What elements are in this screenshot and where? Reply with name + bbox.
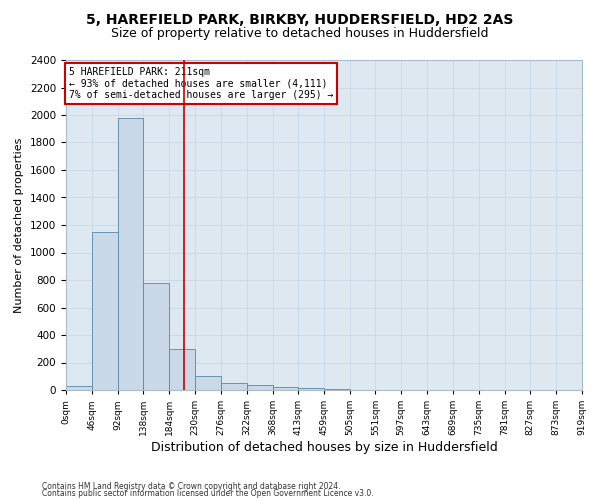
- Text: Contains public sector information licensed under the Open Government Licence v3: Contains public sector information licen…: [42, 490, 374, 498]
- Y-axis label: Number of detached properties: Number of detached properties: [14, 138, 25, 312]
- Bar: [247, 384, 272, 390]
- X-axis label: Distribution of detached houses by size in Huddersfield: Distribution of detached houses by size …: [151, 441, 497, 454]
- Bar: [169, 349, 195, 390]
- Bar: [324, 388, 350, 390]
- Text: 5 HAREFIELD PARK: 211sqm
← 93% of detached houses are smaller (4,111)
7% of semi: 5 HAREFIELD PARK: 211sqm ← 93% of detach…: [68, 66, 333, 100]
- Bar: [92, 232, 118, 390]
- Text: Contains HM Land Registry data © Crown copyright and database right 2024.: Contains HM Land Registry data © Crown c…: [42, 482, 341, 491]
- Bar: [221, 383, 247, 390]
- Text: Size of property relative to detached houses in Huddersfield: Size of property relative to detached ho…: [111, 28, 489, 40]
- Text: 5, HAREFIELD PARK, BIRKBY, HUDDERSFIELD, HD2 2AS: 5, HAREFIELD PARK, BIRKBY, HUDDERSFIELD,…: [86, 12, 514, 26]
- Bar: [272, 386, 298, 390]
- Bar: [298, 388, 324, 390]
- Bar: [66, 386, 92, 390]
- Bar: [195, 376, 221, 390]
- Bar: [143, 283, 169, 390]
- Bar: [118, 118, 143, 390]
